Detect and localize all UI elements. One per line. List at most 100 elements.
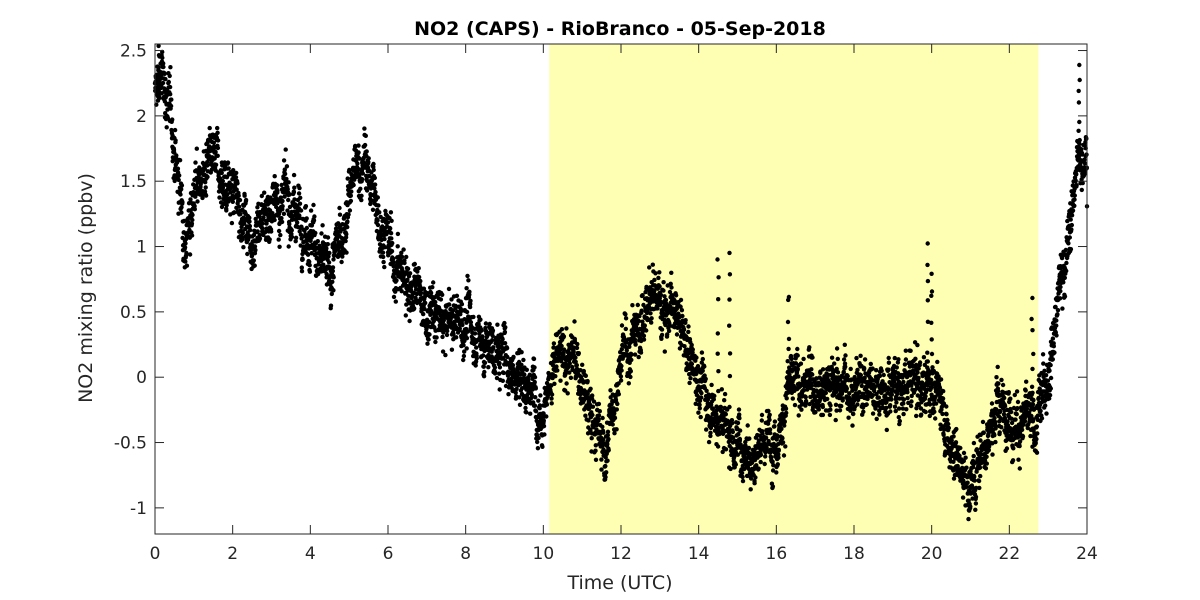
data-point [483,338,488,343]
data-point [599,467,604,472]
data-point [877,412,882,417]
data-point [297,185,302,191]
data-point [851,411,856,417]
data-point [767,427,773,432]
data-point [932,409,937,414]
data-point [790,396,795,401]
data-point [576,351,581,356]
data-point [538,393,543,398]
data-point [272,217,277,223]
data-point [699,395,704,400]
data-point [364,188,370,193]
data-point [356,143,361,148]
data-point [1047,368,1052,373]
data-point [623,316,629,321]
data-point [961,478,966,483]
data-point [376,203,381,208]
data-point [494,375,500,381]
data-point [1017,466,1022,471]
data-point [345,219,350,224]
data-point [915,342,920,348]
data-point [385,220,391,225]
data-point [403,313,408,318]
data-point [799,407,804,412]
data-point [289,228,294,233]
data-point [983,466,989,471]
data-point [537,403,543,408]
data-point [703,376,708,382]
data-point [775,462,780,467]
data-point [901,397,906,402]
data-point [840,396,845,401]
data-point [517,395,522,400]
data-point [179,183,185,188]
data-point [398,258,404,264]
data-point [415,269,420,274]
data-point [278,195,283,200]
data-point [780,436,785,441]
data-point [795,366,800,372]
data-point [1035,413,1041,418]
data-point [795,346,800,352]
data-point [461,357,466,363]
data-point [190,217,195,223]
data-point [176,177,181,183]
data-point [257,214,262,219]
data-point [497,365,503,370]
data-point [389,218,394,223]
data-point [388,210,394,215]
data-point [325,242,330,247]
data-point [984,461,989,466]
data-point [219,170,224,176]
data-point [973,501,979,506]
data-point [287,221,292,227]
data-point [662,349,667,354]
data-point [735,420,741,426]
data-point [782,419,787,424]
data-point [235,181,240,186]
data-point [903,348,908,353]
data-point [923,409,928,415]
data-point [305,252,311,257]
data-point [291,190,297,195]
data-point [847,391,852,396]
data-point [686,324,691,329]
data-point [650,262,655,267]
data-point [909,399,914,404]
data-point [704,388,709,393]
data-point [774,470,779,475]
data-point [375,218,380,223]
data-point [220,185,226,190]
data-point [720,449,725,455]
data-point [481,374,487,379]
data-point [915,370,920,375]
data-point [192,207,197,212]
data-point [1031,417,1036,422]
data-point [536,398,541,403]
data-point [440,349,446,354]
data-point [689,361,695,367]
data-point [345,176,350,181]
data-point [961,450,967,456]
data-point [277,244,282,249]
data-point [558,378,563,383]
data-point [451,331,456,337]
data-point [864,402,869,407]
data-point [894,400,899,405]
data-point [698,414,703,420]
data-point [1045,378,1051,383]
data-point [474,345,479,350]
data-point [478,317,483,322]
data-point [895,391,900,397]
data-point [561,334,567,339]
data-point [708,425,714,431]
data-point [298,243,303,248]
data-point [275,188,280,193]
data-point [523,405,528,411]
data-point [433,299,438,305]
data-point [433,339,438,345]
data-point [1039,416,1045,421]
data-point [172,127,178,133]
x-axis-label: Time (UTC) [566,572,672,594]
data-point [748,476,754,481]
